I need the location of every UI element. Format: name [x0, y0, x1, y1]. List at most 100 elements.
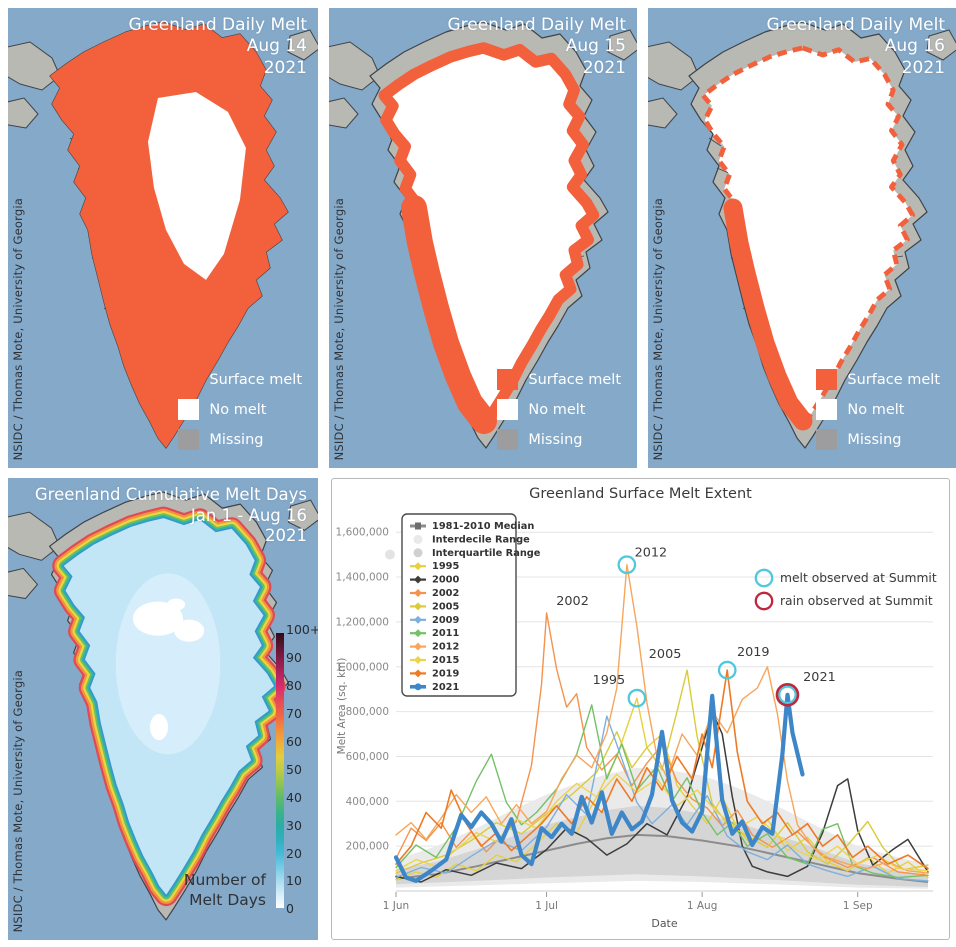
colorbar-label: 20 [286, 845, 302, 861]
svg-text:1981-2010 Median: 1981-2010 Median [432, 521, 534, 532]
attribution-text: NSIDC / Thomas Mote, University of Georg… [11, 669, 25, 932]
svg-text:rain observed at Summit: rain observed at Summit [780, 594, 933, 608]
greenland-map-aug14 [8, 21, 318, 449]
greenland-map-cumulative [8, 491, 318, 921]
colorbar-label: 60 [286, 733, 302, 749]
colorbar-tick-labels: 100+ 90 80 70 60 50 40 30 20 10 0 [286, 623, 318, 917]
colorbar-caption-line2: Melt Days [189, 890, 266, 909]
svg-text:Date: Date [651, 917, 678, 930]
svg-text:1,000,000: 1,000,000 [336, 661, 389, 673]
colorbar-caption: Number of Melt Days [184, 870, 266, 910]
svg-text:800,000: 800,000 [346, 706, 389, 718]
surface-melt-swatch [178, 369, 200, 390]
svg-text:1,200,000: 1,200,000 [336, 616, 389, 628]
panel-title-line2: Jan 1 - Aug 16 [190, 505, 307, 525]
svg-text:1995: 1995 [432, 561, 459, 572]
svg-text:2015: 2015 [432, 655, 459, 666]
svg-text:2012: 2012 [432, 642, 459, 653]
legend-item-missing: Missing [816, 429, 940, 450]
melt-legend: Surface melt No melt Missing [497, 369, 621, 450]
svg-text:2021: 2021 [432, 682, 459, 693]
attribution-text: NSIDC / Thomas Mote, University of Georg… [651, 197, 665, 460]
colorbar-label: 70 [286, 705, 302, 721]
melt-extent-chart-panel: Greenland Surface Melt Extent 200,000 400… [331, 478, 950, 940]
legend-item-label: Missing [847, 431, 902, 448]
daily-melt-panel-aug16: Greenland Daily Melt Aug 16 2021 NSIDC /… [648, 8, 956, 468]
svg-text:2005: 2005 [432, 601, 459, 612]
legend-item-label: No melt [847, 401, 905, 418]
svg-text:1 Jul: 1 Jul [535, 900, 558, 912]
svg-text:1,400,000: 1,400,000 [336, 572, 389, 584]
colorbar-label: 50 [286, 761, 302, 777]
svg-text:400,000: 400,000 [346, 796, 389, 808]
legend-item-no-melt: No melt [816, 399, 940, 420]
legend-item-label: No melt [528, 401, 586, 418]
chart-title: Greenland Surface Melt Extent [529, 486, 752, 502]
attribution-text: NSIDC / Thomas Mote, University of Georg… [332, 197, 346, 460]
no-melt-swatch [178, 399, 200, 420]
svg-text:2019: 2019 [432, 668, 459, 679]
legend-item-missing: Missing [497, 429, 621, 450]
svg-text:1,600,000: 1,600,000 [336, 527, 389, 539]
panel-title-line1: Greenland Cumulative Melt Days [34, 485, 307, 504]
svg-text:200,000: 200,000 [346, 841, 389, 853]
svg-text:Melt Area (sq. km): Melt Area (sq. km) [336, 658, 348, 755]
svg-text:2002: 2002 [432, 588, 459, 599]
svg-text:1 Jun: 1 Jun [383, 900, 409, 912]
legend-item-surface-melt: Surface melt [497, 369, 621, 390]
panel-title-line1: Greenland Daily Melt [766, 15, 945, 35]
colorbar-label: 40 [286, 789, 302, 805]
svg-text:1 Aug: 1 Aug [687, 900, 718, 912]
panel-title-line3: 2021 [265, 526, 307, 546]
panel-title-line3: 2021 [263, 57, 307, 78]
svg-text:2019: 2019 [737, 645, 770, 660]
melt-extent-chart: 200,000 400,000 600,000 800,000 1,000,000 1,2… [336, 513, 937, 930]
svg-text:melt observed at Summit: melt observed at Summit [780, 571, 937, 585]
legend-item-missing: Missing [178, 429, 302, 450]
colorbar-label: 30 [286, 817, 302, 833]
legend-item-label: Missing [528, 431, 583, 448]
daily-melt-panel-aug14: Greenland Daily Melt Aug 14 2021 NSIDC /… [8, 8, 318, 468]
panel-title-line2: Aug 16 [884, 36, 945, 57]
missing-swatch [816, 429, 838, 450]
svg-text:2021: 2021 [803, 670, 836, 685]
legend-item-label: No melt [209, 401, 267, 418]
colorbar-caption-line1: Number of [183, 870, 266, 889]
svg-text:2012: 2012 [635, 546, 668, 561]
no-melt-swatch [497, 399, 519, 420]
legend-item-label: Missing [209, 431, 264, 448]
surface-melt-swatch [816, 369, 838, 390]
greenland-map-aug15 [329, 21, 637, 449]
svg-text:1995: 1995 [593, 673, 626, 688]
daily-melt-panel-aug15: Greenland Daily Melt Aug 15 2021 NSIDC /… [329, 8, 637, 468]
svg-text:1 Sep: 1 Sep [843, 900, 873, 912]
panel-title-line3: 2021 [582, 57, 626, 78]
colorbar-label: 90 [286, 649, 302, 665]
legend-item-surface-melt: Surface melt [816, 369, 940, 390]
legend-item-label: Surface melt [209, 371, 302, 388]
legend-item-label: Surface melt [847, 371, 940, 388]
panel-title: Greenland Daily Melt Aug 14 2021 [128, 15, 307, 79]
svg-text:600,000: 600,000 [346, 751, 389, 763]
melt-legend: Surface melt No melt Missing [816, 369, 940, 450]
svg-text:2000: 2000 [432, 575, 459, 586]
panel-title-line3: 2021 [901, 57, 945, 78]
svg-text:Interdecile Range: Interdecile Range [432, 534, 530, 545]
svg-text:2005: 2005 [649, 647, 682, 662]
svg-text:Interquartile Range: Interquartile Range [432, 548, 541, 559]
attribution-text: NSIDC / Thomas Mote, University of Georg… [11, 197, 25, 460]
svg-text:2002: 2002 [556, 594, 589, 609]
melt-legend: Surface melt No melt Missing [178, 369, 302, 450]
panel-title-line1: Greenland Daily Melt [447, 15, 626, 35]
colorbar-label: 0 [286, 901, 294, 917]
colorbar-label: 10 [286, 873, 302, 889]
panel-title: Greenland Daily Melt Aug 16 2021 [766, 15, 945, 79]
legend-item-no-melt: No melt [178, 399, 302, 420]
legend-item-surface-melt: Surface melt [178, 369, 302, 390]
svg-text:2009: 2009 [432, 615, 459, 626]
legend-item-label: Surface melt [528, 371, 621, 388]
colorbar-label: 80 [286, 677, 302, 693]
legend-item-no-melt: No melt [497, 399, 621, 420]
panel-title: Greenland Cumulative Melt Days Jan 1 - A… [35, 485, 307, 547]
